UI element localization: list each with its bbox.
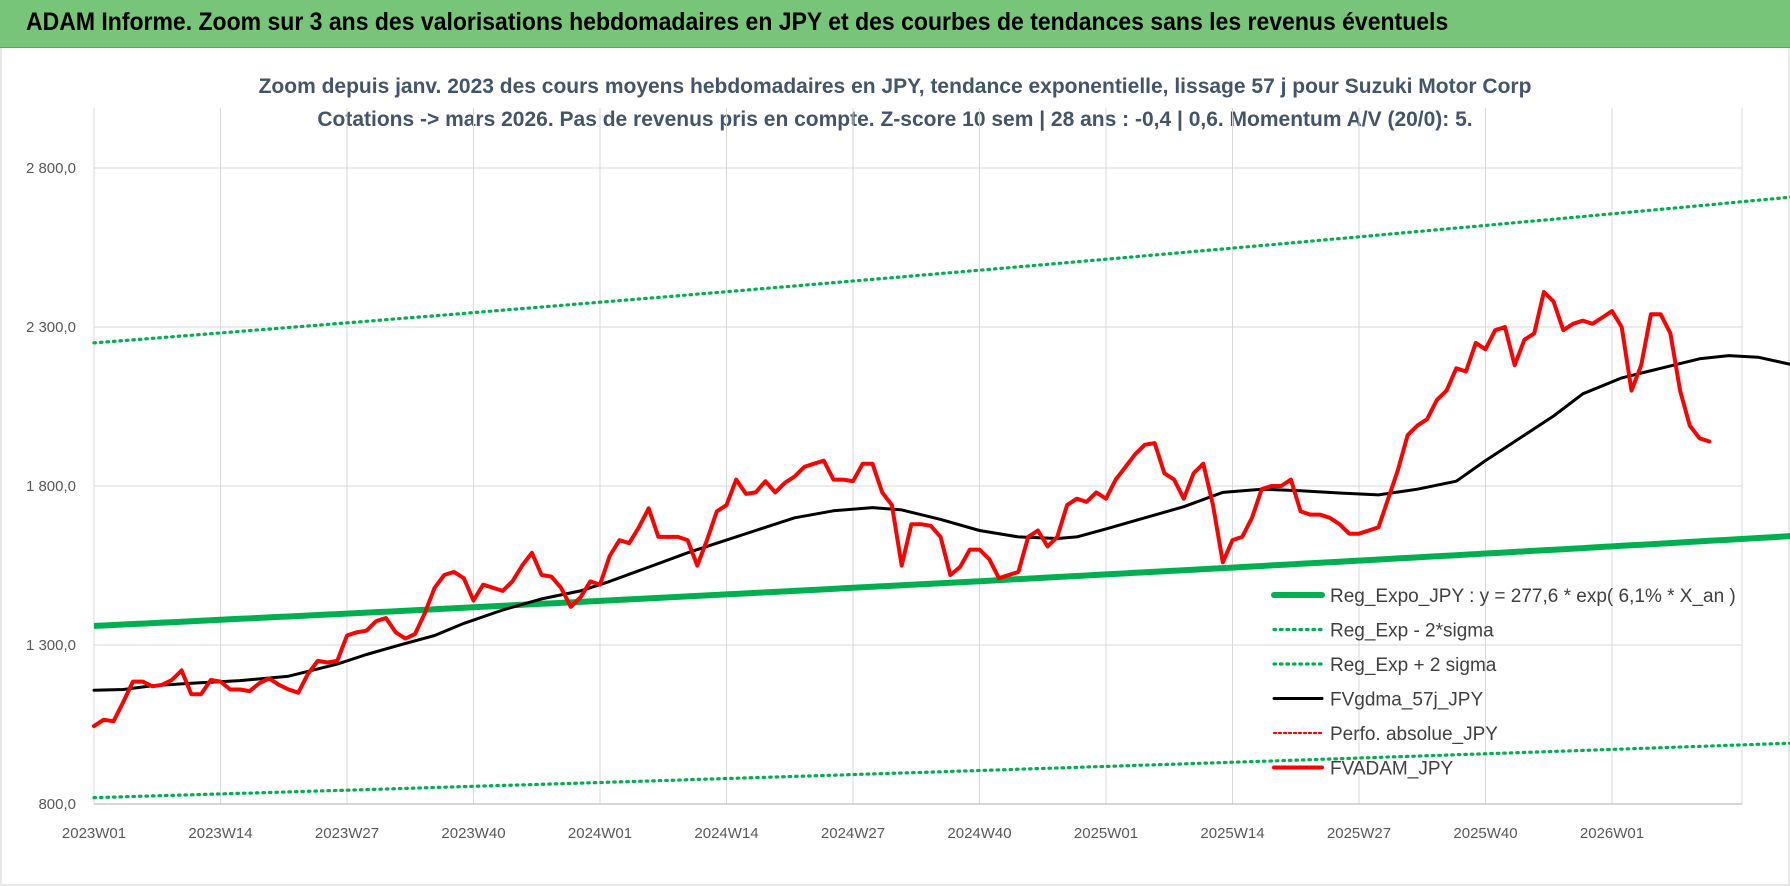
x-tick-label: 2025W40 (1453, 825, 1517, 842)
series-fvgdma-57j (92, 354, 1790, 692)
legend-label: Perfo. absolue_JPY (1330, 724, 1498, 745)
legend-label: FVgdma_57j_JPY (1330, 690, 1483, 711)
legend-label: FVADAM_JPY (1330, 759, 1454, 780)
series-reg-expo-trend (93, 533, 1790, 629)
x-tick-label: 2025W01 (1074, 825, 1138, 842)
legend-item-fvadam: FVADAM_JPY (1272, 759, 1454, 780)
series-reg-exp-plus-2-sigma (92, 195, 1790, 345)
x-tick-label: 2023W01 (62, 825, 126, 842)
series (92, 195, 1790, 800)
series-reg-exp-minus-2-sigma (92, 741, 1790, 800)
series-fvadam (92, 290, 1712, 729)
x-tick-label: 2024W40 (947, 825, 1011, 842)
x-tick-label: 2025W27 (1327, 825, 1391, 842)
legend-item-reg-exp-minus: Reg_Exp - 2*sigma (1272, 621, 1494, 642)
report-banner: ADAM Informe. Zoom sur 3 ans des valoris… (0, 0, 1790, 48)
legend-label: Reg_Exp + 2 sigma (1330, 655, 1497, 676)
x-tick-label: 2024W14 (694, 825, 758, 842)
y-tick-label: 2 800,0 (26, 160, 76, 177)
legend-item-reg-expo: Reg_Expo_JPY : y = 277,6 * exp( 6,1% * X… (1271, 586, 1736, 607)
legend-item-perfo-absolue: Perfo. absolue_JPY (1272, 724, 1498, 745)
chart-title: Zoom depuis janv. 2023 des cours moyens … (259, 75, 1532, 98)
x-tick-label: 2023W27 (315, 825, 379, 842)
x-tick-label: 2024W01 (568, 825, 632, 842)
axes: 800,0 1 300,0 1 800,0 2 300,0 2 800,0 2023W01… (26, 160, 1742, 842)
report-banner-title: ADAM Informe. Zoom sur 3 ans des valoris… (26, 8, 1449, 36)
y-tick-label: 1 300,0 (26, 637, 76, 654)
legend: Reg_Expo_JPY : y = 277,6 * exp( 6,1% * X… (1271, 586, 1736, 780)
x-tick-label: 2024W27 (821, 825, 885, 842)
legend-label: Reg_Expo_JPY : y = 277,6 * exp( 6,1% * X… (1330, 586, 1736, 607)
x-tick-label: 2026W01 (1580, 825, 1644, 842)
x-tick-label: 2023W14 (188, 825, 252, 842)
y-tick-label: 1 800,0 (26, 478, 76, 495)
y-tick-label: 2 300,0 (26, 319, 76, 336)
legend-label: Reg_Exp - 2*sigma (1330, 621, 1494, 642)
y-tick-label: 800,0 (38, 796, 76, 813)
x-tick-label: 2025W14 (1200, 825, 1264, 842)
legend-item-reg-exp-plus: Reg_Exp + 2 sigma (1272, 655, 1497, 676)
x-tick-label: 2023W40 (441, 825, 505, 842)
legend-item-fvgdma: FVgdma_57j_JPY (1272, 690, 1483, 711)
chart-subtitle: Cotations -> mars 2026. Pas de revenus p… (317, 108, 1472, 131)
